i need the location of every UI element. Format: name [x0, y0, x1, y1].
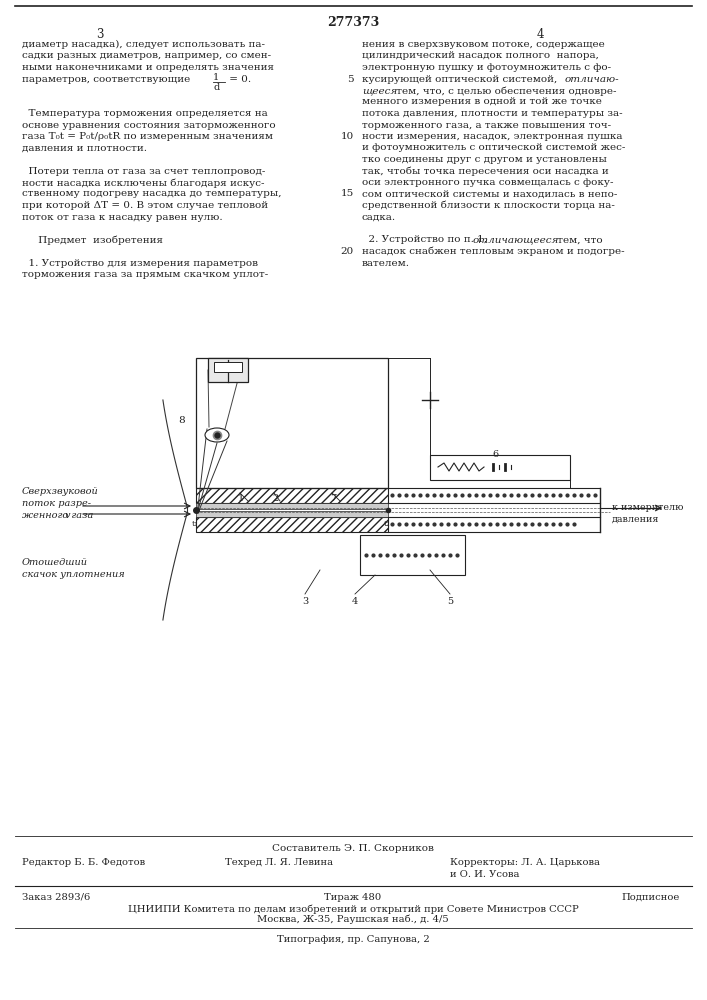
Text: ЦНИИПИ Комитета по делам изобретений и открытий при Совете Министров СССР: ЦНИИПИ Комитета по делам изобретений и о…	[128, 904, 578, 914]
Text: скачок уплотнения: скачок уплотнения	[22, 570, 124, 579]
Text: садка.: садка.	[362, 213, 396, 222]
Text: и О. И. Усова: и О. И. Усова	[450, 870, 520, 879]
Text: торможения газа за прямым скачком уплот-: торможения газа за прямым скачком уплот-	[22, 270, 268, 279]
Text: Сверхзвуковой: Сверхзвуковой	[22, 487, 99, 496]
Text: и фотоумножитель с оптической системой жес-: и фотоумножитель с оптической системой ж…	[362, 143, 626, 152]
Text: t₁: t₁	[192, 520, 199, 528]
Text: Потери тепла от газа за счет теплопровод-: Потери тепла от газа за счет теплопровод…	[22, 166, 265, 176]
Text: Температура торможения определяется на: Температура торможения определяется на	[22, 109, 268, 118]
Text: 277373: 277373	[327, 16, 379, 29]
Text: 2. Устройство по п. 1,: 2. Устройство по п. 1,	[362, 235, 490, 244]
Text: торможенного газа, а также повышения точ-: торможенного газа, а также повышения точ…	[362, 120, 611, 129]
Text: поток от газа к насадку равен нулю.: поток от газа к насадку равен нулю.	[22, 213, 223, 222]
Text: Заказ 2893/6: Заказ 2893/6	[22, 893, 90, 902]
Text: 4: 4	[536, 28, 544, 41]
Text: давления и плотности.: давления и плотности.	[22, 143, 147, 152]
Text: Отошедший: Отошедший	[22, 558, 88, 567]
Bar	[360, 535, 465, 575]
Ellipse shape	[205, 428, 229, 442]
Text: диаметр насадка), следует использовать па-: диаметр насадка), следует использовать п…	[22, 40, 265, 49]
Text: d: d	[213, 83, 219, 92]
Text: Подписное: Подписное	[621, 893, 680, 902]
Text: вателем.: вателем.	[362, 258, 410, 267]
Text: 5: 5	[347, 75, 354, 84]
Text: при которой ΔT = 0. В этом случае тепловой: при которой ΔT = 0. В этом случае теплов…	[22, 201, 268, 210]
Bar	[196, 511, 388, 517]
Text: 1. Устройство для измерения параметров: 1. Устройство для измерения параметров	[22, 258, 258, 267]
Text: садки разных диаметров, например, со смен-: садки разных диаметров, например, со сме…	[22, 51, 271, 60]
Text: ными наконечниками и определять значения: ными наконечниками и определять значения	[22, 63, 274, 72]
Text: к измерителю: к измерителю	[612, 503, 684, 512]
Bar	[214, 362, 242, 372]
Text: так, чтобы точка пересечения оси насадка и: так, чтобы точка пересечения оси насадка…	[362, 166, 609, 176]
Text: Корректоры: Л. А. Царькова: Корректоры: Л. А. Царькова	[450, 858, 600, 867]
Text: Редактор Б. Б. Федотов: Редактор Б. Б. Федотов	[22, 858, 145, 867]
Text: отличаю-: отличаю-	[565, 75, 619, 84]
Text: электронную пушку и фотоумножитель с фо-: электронную пушку и фотоумножитель с фо-	[362, 63, 611, 72]
Text: ности измерения, насадок, электронная пушка: ности измерения, насадок, электронная пу…	[362, 132, 622, 141]
Text: сом оптической системы и находилась в непо-: сом оптической системы и находилась в не…	[362, 190, 617, 198]
Text: 3: 3	[96, 28, 104, 41]
Text: Составитель Э. П. Скорников: Составитель Э. П. Скорников	[272, 844, 434, 853]
Text: 15: 15	[341, 190, 354, 198]
Text: 20: 20	[341, 247, 354, 256]
Bar	[208, 358, 248, 382]
Text: газа T₀t = P₀t/ρ₀tR по измеренным значениям: газа T₀t = P₀t/ρ₀tR по измеренным значен…	[22, 132, 273, 141]
Text: Техред Л. Я. Левина: Техред Л. Я. Левина	[225, 858, 333, 867]
Text: основе уравнения состояния заторможенного: основе уравнения состояния заторможенног…	[22, 120, 276, 129]
Text: оси электронного пучка совмещалась с фоку-: оси электронного пучка совмещалась с фок…	[362, 178, 614, 187]
Text: тем, что: тем, что	[554, 235, 602, 244]
Text: нения в сверхзвуковом потоке, содержащее: нения в сверхзвуковом потоке, содержащее	[362, 40, 604, 49]
Text: отличающееся: отличающееся	[473, 235, 559, 244]
Text: ности насадка исключены благодаря искус-: ности насадка исключены благодаря искус-	[22, 178, 264, 188]
Text: 1: 1	[213, 74, 219, 83]
Text: = 0.: = 0.	[226, 75, 251, 84]
Text: 7: 7	[330, 494, 337, 503]
Bar	[430, 455, 570, 480]
Text: параметров, соответствующие: параметров, соответствующие	[22, 75, 194, 84]
Text: t₂: t₂	[384, 520, 391, 528]
Bar	[196, 517, 388, 532]
Bar	[196, 358, 388, 488]
Text: 6: 6	[492, 450, 498, 459]
Text: 1: 1	[238, 494, 244, 503]
Text: Тираж 480: Тираж 480	[325, 893, 382, 902]
Text: цилиндрический насадок полного  напора,: цилиндрический насадок полного напора,	[362, 51, 599, 60]
Bar	[196, 488, 388, 503]
Text: потока давления, плотности и температуры за-: потока давления, плотности и температуры…	[362, 109, 623, 118]
Text: средственной близости к плоскости торца на-: средственной близости к плоскости торца …	[362, 201, 615, 211]
Text: 3: 3	[302, 597, 308, 606]
Text: тем, что, с целью обеспечения одновре-: тем, что, с целью обеспечения одновре-	[393, 86, 617, 96]
Text: 5: 5	[447, 597, 453, 606]
Text: давления: давления	[612, 515, 660, 524]
Text: кусирующей оптической системой,: кусирующей оптической системой,	[362, 75, 561, 84]
Text: Предмет  изобретения: Предмет изобретения	[22, 235, 163, 245]
Text: v: v	[65, 511, 71, 520]
Text: поток разре-: поток разре-	[22, 499, 91, 508]
Text: менного измерения в одной и той же точке: менного измерения в одной и той же точке	[362, 98, 602, 106]
Text: женного газа: женного газа	[22, 511, 93, 520]
Text: тко соединены друг с другом и установлены: тко соединены друг с другом и установлен…	[362, 155, 607, 164]
Bar	[196, 503, 388, 509]
Text: 10: 10	[341, 132, 354, 141]
Text: 2: 2	[272, 494, 279, 503]
Text: насадок снабжен тепловым экраном и подогре-: насадок снабжен тепловым экраном и подог…	[362, 247, 624, 256]
Text: 4: 4	[352, 597, 358, 606]
Text: ственному подогреву насадка до температуры,: ственному подогреву насадка до температу…	[22, 190, 281, 198]
Text: Типография, пр. Сапунова, 2: Типография, пр. Сапунова, 2	[276, 935, 429, 944]
Text: щееся: щееся	[362, 86, 397, 95]
Text: 8: 8	[178, 416, 185, 425]
Text: Москва, Ж-35, Раушская наб., д. 4/5: Москва, Ж-35, Раушская наб., д. 4/5	[257, 915, 449, 924]
